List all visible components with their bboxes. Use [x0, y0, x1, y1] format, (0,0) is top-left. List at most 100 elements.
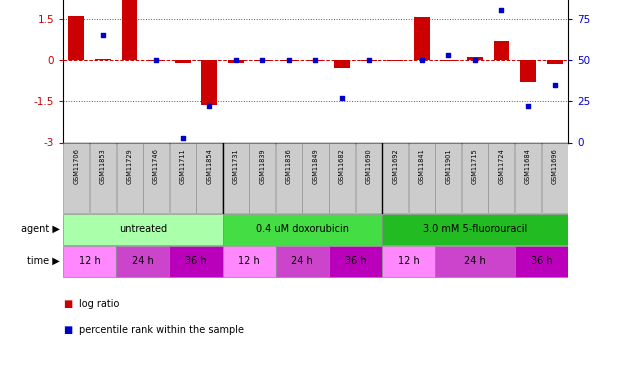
Point	[416, 57, 427, 63]
FancyBboxPatch shape	[116, 246, 169, 277]
Bar	[254, 60, 270, 62]
FancyBboxPatch shape	[223, 214, 382, 245]
Point	[98, 32, 108, 38]
Text: GSM11901: GSM11901	[445, 148, 451, 184]
FancyBboxPatch shape	[409, 143, 435, 213]
Point	[497, 8, 507, 14]
Text: 12 h: 12 h	[239, 256, 260, 266]
Bar	[148, 60, 164, 62]
Text: 24 h: 24 h	[292, 256, 313, 266]
Text: GSM11724: GSM11724	[498, 148, 504, 184]
Text: GSM11696: GSM11696	[551, 148, 558, 184]
FancyBboxPatch shape	[462, 143, 488, 213]
FancyBboxPatch shape	[63, 214, 223, 245]
FancyBboxPatch shape	[223, 246, 276, 277]
Text: GSM11715: GSM11715	[472, 148, 478, 184]
FancyBboxPatch shape	[329, 246, 382, 277]
FancyBboxPatch shape	[435, 143, 461, 213]
Text: GSM11841: GSM11841	[419, 148, 425, 184]
FancyBboxPatch shape	[63, 143, 90, 213]
FancyBboxPatch shape	[382, 246, 435, 277]
Text: GSM11706: GSM11706	[73, 148, 80, 184]
Point	[231, 57, 241, 63]
Bar	[493, 41, 509, 60]
FancyBboxPatch shape	[515, 143, 541, 213]
FancyBboxPatch shape	[117, 143, 143, 213]
Bar	[122, 0, 138, 60]
Bar	[387, 60, 403, 62]
Point	[310, 57, 321, 63]
Point	[257, 57, 268, 63]
Text: GSM11692: GSM11692	[392, 148, 398, 184]
Point	[363, 57, 374, 63]
Text: GSM11690: GSM11690	[365, 148, 372, 184]
Bar	[546, 60, 563, 64]
Text: 36 h: 36 h	[185, 256, 207, 266]
FancyBboxPatch shape	[488, 143, 514, 213]
Bar	[175, 60, 191, 63]
Text: GSM11682: GSM11682	[339, 148, 345, 184]
FancyBboxPatch shape	[249, 143, 275, 213]
Text: ■: ■	[63, 299, 73, 309]
Bar	[281, 60, 297, 62]
Text: 12 h: 12 h	[79, 256, 100, 266]
Point	[151, 57, 161, 63]
Text: time ▶: time ▶	[27, 256, 60, 266]
FancyBboxPatch shape	[329, 143, 355, 213]
Text: 3.0 mM 5-fluorouracil: 3.0 mM 5-fluorouracil	[423, 224, 527, 234]
Text: 36 h: 36 h	[345, 256, 366, 266]
Text: untreated: untreated	[119, 224, 167, 234]
Bar	[520, 60, 536, 82]
Text: GSM11853: GSM11853	[100, 148, 106, 184]
Point	[444, 52, 454, 58]
Text: percentile rank within the sample: percentile rank within the sample	[79, 325, 244, 335]
FancyBboxPatch shape	[169, 246, 223, 277]
FancyBboxPatch shape	[515, 246, 568, 277]
Text: 0.4 uM doxorubicin: 0.4 uM doxorubicin	[256, 224, 349, 234]
Bar	[307, 60, 324, 62]
Bar	[68, 16, 85, 60]
FancyBboxPatch shape	[170, 143, 196, 213]
Text: GSM11711: GSM11711	[180, 148, 186, 184]
FancyBboxPatch shape	[356, 143, 382, 213]
FancyBboxPatch shape	[382, 143, 408, 213]
Bar	[95, 58, 111, 60]
FancyBboxPatch shape	[302, 143, 329, 213]
FancyBboxPatch shape	[90, 143, 116, 213]
Text: GSM11684: GSM11684	[525, 148, 531, 184]
Point	[523, 103, 533, 109]
Bar	[334, 60, 350, 68]
FancyBboxPatch shape	[276, 246, 329, 277]
Point	[177, 135, 187, 141]
Text: 36 h: 36 h	[531, 256, 552, 266]
Text: GSM11849: GSM11849	[312, 148, 319, 184]
FancyBboxPatch shape	[143, 143, 169, 213]
Point	[470, 57, 480, 63]
Text: agent ▶: agent ▶	[21, 224, 60, 234]
Point	[284, 57, 294, 63]
Text: GSM11854: GSM11854	[206, 148, 212, 184]
Bar	[228, 60, 244, 63]
FancyBboxPatch shape	[435, 246, 515, 277]
Bar	[361, 60, 377, 62]
Bar	[440, 60, 456, 62]
Point	[204, 103, 215, 109]
Text: GSM11839: GSM11839	[259, 148, 266, 184]
FancyBboxPatch shape	[382, 214, 568, 245]
FancyBboxPatch shape	[63, 246, 116, 277]
Bar	[467, 57, 483, 60]
Text: 24 h: 24 h	[464, 256, 486, 266]
Text: GSM11746: GSM11746	[153, 148, 159, 184]
FancyBboxPatch shape	[223, 143, 249, 213]
Bar	[414, 17, 430, 60]
FancyBboxPatch shape	[541, 143, 568, 213]
Text: 12 h: 12 h	[398, 256, 420, 266]
Text: 24 h: 24 h	[132, 256, 154, 266]
Text: GSM11729: GSM11729	[127, 148, 133, 184]
FancyBboxPatch shape	[276, 143, 302, 213]
Text: ■: ■	[63, 325, 73, 335]
Text: GSM11731: GSM11731	[233, 148, 239, 184]
FancyBboxPatch shape	[196, 143, 222, 213]
Text: log ratio: log ratio	[79, 299, 119, 309]
Text: GSM11836: GSM11836	[286, 148, 292, 184]
